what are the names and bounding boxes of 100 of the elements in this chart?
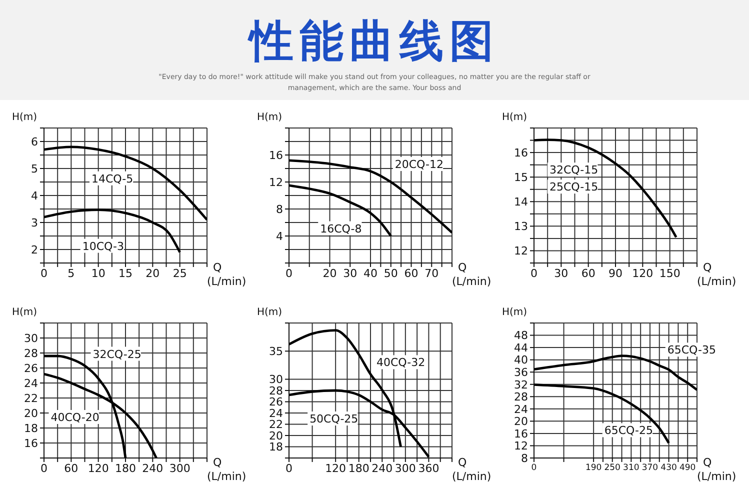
line-series [289, 159, 452, 234]
x-tick-label: 180 [115, 462, 136, 475]
y-tick-label: 26 [24, 362, 38, 375]
x-tick-label: 20 [146, 266, 160, 280]
y-tick-label: 22 [269, 418, 283, 432]
annotation: 25CQ-15 [550, 180, 598, 194]
x-tick-label: 240 [142, 462, 164, 475]
y-tick-label: 2 [31, 243, 38, 256]
x-tick-label: 15 [118, 266, 132, 280]
x-axis-title: Q (L/min) [207, 456, 246, 483]
series-label: 14CQ-5 [92, 172, 134, 186]
line-series [534, 138, 678, 238]
x-axis-title: Q (L/min) [452, 261, 492, 288]
y-tick-label: 5 [31, 162, 38, 176]
y-tick-label: 4 [276, 230, 283, 243]
line-series [44, 208, 182, 254]
y-tick-label: 30 [24, 332, 38, 345]
x-tick-label: 360 [418, 462, 440, 475]
y-tick-label: 20 [24, 406, 38, 420]
y-tick-label: 3 [31, 216, 38, 230]
x-tick-label: 10 [91, 266, 106, 280]
y-tick-label: 24 [269, 406, 283, 420]
line-series [534, 354, 697, 392]
line-series [44, 146, 207, 221]
line-series [534, 383, 670, 444]
x-tick-label: 20 [322, 266, 337, 280]
y-tick-label: 12 [269, 176, 283, 189]
x-axis-title: Q (L/min) [697, 456, 736, 483]
x-tick-label: 60 [64, 462, 78, 475]
y-tick-label: 14 [514, 196, 528, 209]
x-tick-label: 120 [632, 266, 654, 280]
x-tick-label: 250 [604, 463, 620, 474]
x-tick-label: 40 [364, 266, 378, 280]
x-tick-label: 60 [404, 266, 418, 280]
x-tick-label: 120 [88, 462, 109, 475]
y-tick-label: 26 [269, 396, 283, 409]
y-tick-label: 28 [269, 384, 283, 398]
y-tick-label: 4 [31, 189, 38, 202]
series-label: 65CQ-35 [667, 344, 716, 357]
x-tick-label: 370 [642, 463, 658, 474]
series-label: 20CQ-12 [394, 158, 444, 171]
y-tick-label: 18 [24, 422, 38, 435]
x-tick-label: 300 [169, 462, 190, 475]
x-tick-label: 0 [530, 266, 538, 280]
y-tick-label: 16 [514, 146, 528, 160]
x-tick-label: 120 [325, 462, 346, 475]
x-tick-label: 0 [286, 266, 292, 280]
y-tick-label: 15 [514, 170, 528, 184]
x-tick-label: 310 [623, 463, 640, 474]
x-tick-label: 30 [554, 266, 568, 280]
y-tick-label: 22 [24, 392, 38, 405]
y-tick-label: 24 [24, 376, 38, 390]
x-tick-label: 180 [348, 462, 370, 475]
text: 性能曲线图 [246, 15, 500, 68]
y-tick-label: 48 [514, 329, 528, 342]
x-tick-label: 430 [660, 463, 677, 474]
x-tick-label: 50 [384, 266, 398, 280]
y-axis-title: H(m) [502, 307, 528, 318]
y-axis-title: H(m) [502, 112, 528, 123]
x-tick-label: 300 [394, 462, 416, 475]
x-tick-label: 0 [531, 463, 537, 474]
y-tick-label: 20 [514, 415, 528, 428]
x-tick-label: 25 [172, 266, 187, 280]
x-tick-label: 30 [343, 266, 358, 280]
y-tick-label: 13 [514, 220, 528, 234]
line-series [289, 184, 392, 238]
series-label: 40CQ-32 [376, 356, 426, 370]
y-tick-label: 12 [514, 244, 528, 258]
x-axis-title: Q (L/min) [452, 456, 492, 483]
y-tick-label: 35 [269, 345, 283, 358]
series-label: 50CQ-25 [310, 412, 358, 426]
series-label: 65CQ-25 [604, 424, 653, 438]
y-tick-label: 16 [24, 436, 38, 450]
y-tick-label: 20 [269, 429, 283, 442]
x-tick-label: 70 [424, 266, 439, 280]
y-tick-label: 28 [514, 390, 528, 404]
y-tick-label: 36 [514, 366, 528, 379]
x-tick-label: 490 [679, 463, 696, 474]
y-tick-label: 16 [269, 148, 283, 162]
y-tick-label: 40 [514, 354, 528, 367]
y-tick-label: 32 [514, 378, 528, 392]
y-tick-label: 6 [31, 135, 38, 148]
series-label: 32CQ-25 [92, 348, 142, 361]
y-tick-label: 18 [269, 440, 283, 454]
x-axis-title: Q (L/min) [207, 261, 246, 288]
series-label: 40CQ-20 [50, 411, 100, 424]
x-tick-label: 90 [608, 266, 622, 280]
x-tick-label: 0 [40, 462, 48, 475]
x-tick-label: 150 [659, 266, 680, 280]
y-tick-label: 16 [514, 427, 528, 440]
x-tick-label: 0 [40, 266, 48, 280]
y-tick-label: 12 [514, 440, 528, 453]
x-tick-label: 190 [585, 463, 602, 474]
x-tick-label: 240 [372, 462, 393, 475]
y-tick-label: 44 [514, 341, 528, 354]
y-tick-label: 8 [521, 452, 528, 465]
y-tick-label: 30 [269, 373, 283, 386]
y-axis-title: H(m) [257, 307, 282, 318]
text: 10CQ-3 [82, 240, 124, 253]
series-label: 32CQ-15 [550, 164, 598, 177]
